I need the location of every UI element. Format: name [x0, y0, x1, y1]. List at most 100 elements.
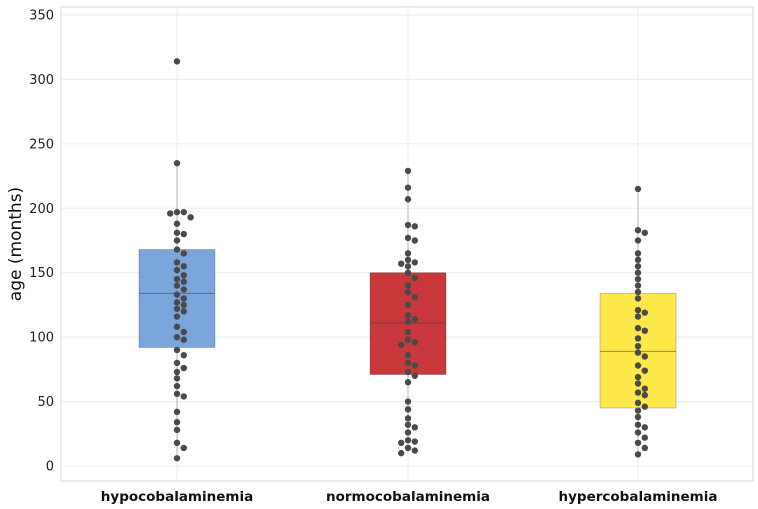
x-axis-categories: hypocobalaminemia normocobalaminemia hyper… — [101, 489, 718, 505]
data-point — [411, 339, 418, 346]
data-point — [173, 266, 181, 274]
y-tick-label: 0 — [46, 460, 54, 475]
boxes — [138, 163, 677, 459]
x-category-label: normocobalaminemia — [326, 489, 490, 505]
data-point — [180, 393, 187, 400]
data-point — [634, 269, 642, 276]
data-point — [180, 230, 187, 238]
data-point — [404, 406, 412, 413]
box-hypocobalaminemia — [138, 249, 216, 348]
data-point — [173, 455, 181, 462]
data-point — [180, 301, 187, 309]
data-point — [404, 167, 412, 175]
data-point — [173, 237, 181, 244]
data-point — [634, 226, 642, 234]
data-point — [173, 426, 181, 434]
data-point — [634, 295, 642, 302]
data-point — [404, 444, 412, 452]
data-point — [173, 58, 181, 65]
data-point — [411, 237, 418, 244]
data-point — [404, 312, 412, 319]
data-point — [173, 159, 181, 167]
data-point — [634, 451, 642, 458]
data-point — [187, 214, 194, 221]
data-point — [180, 308, 187, 315]
data-point — [634, 263, 642, 270]
data-point — [634, 256, 642, 264]
y-tick-label: 100 — [29, 331, 54, 346]
data-point — [173, 408, 181, 416]
data-point — [634, 421, 642, 428]
data-point — [180, 444, 187, 452]
data-point — [634, 389, 642, 396]
data-point — [404, 301, 412, 309]
data-point — [398, 439, 405, 447]
data-point — [634, 335, 642, 342]
data-point — [641, 391, 648, 399]
data-point — [173, 229, 181, 236]
data-point — [404, 368, 412, 376]
data-point — [634, 250, 642, 257]
data-point — [404, 421, 412, 428]
data-point — [411, 274, 418, 282]
data-point — [411, 293, 418, 301]
data-point — [634, 399, 642, 407]
data-point — [173, 259, 181, 266]
data-point — [404, 250, 412, 257]
data-point — [404, 398, 412, 405]
data-point — [398, 449, 405, 457]
data-point — [173, 390, 181, 398]
data-point — [634, 439, 642, 447]
data-point — [173, 368, 181, 376]
data-point — [404, 379, 412, 386]
data-point — [641, 385, 648, 392]
data-point — [634, 380, 642, 387]
data-point — [404, 288, 412, 296]
data-point — [634, 407, 642, 414]
data-point — [634, 313, 642, 320]
data-point — [641, 327, 648, 334]
y-tick-label: 150 — [29, 266, 54, 281]
data-point — [404, 256, 412, 264]
data-point — [404, 328, 412, 336]
data-point — [634, 342, 642, 350]
data-point — [173, 299, 181, 306]
y-tick-label: 300 — [29, 73, 54, 88]
data-point — [404, 184, 412, 191]
data-point — [411, 315, 418, 323]
data-point — [173, 382, 181, 390]
data-point — [404, 359, 412, 367]
data-point — [411, 259, 418, 266]
data-point — [404, 282, 412, 289]
data-point — [180, 263, 187, 270]
y-tick-label: 50 — [37, 395, 54, 410]
data-points — [167, 58, 648, 462]
data-point — [173, 275, 181, 283]
data-point — [398, 260, 405, 267]
data-point — [404, 263, 412, 270]
data-point — [404, 437, 412, 444]
data-point — [180, 328, 187, 336]
data-point — [411, 372, 418, 379]
data-point — [173, 439, 181, 447]
data-point — [634, 324, 642, 332]
data-point — [180, 272, 187, 279]
data-point — [411, 447, 418, 454]
data-point — [634, 306, 642, 314]
data-point — [411, 223, 418, 230]
data-point — [398, 341, 405, 349]
data-point — [173, 305, 181, 312]
data-point — [180, 286, 187, 293]
data-point — [173, 359, 181, 367]
data-point — [180, 295, 187, 302]
data-point — [180, 351, 187, 359]
data-point — [641, 444, 648, 452]
data-point — [404, 269, 412, 276]
data-point — [411, 438, 418, 445]
data-point — [404, 221, 412, 229]
plot-frame — [60, 6, 754, 482]
y-axis-ticks: 0 50 100 150 200 250 300 350 — [29, 8, 54, 474]
x-category-label: hypocobalaminemia — [101, 489, 253, 505]
